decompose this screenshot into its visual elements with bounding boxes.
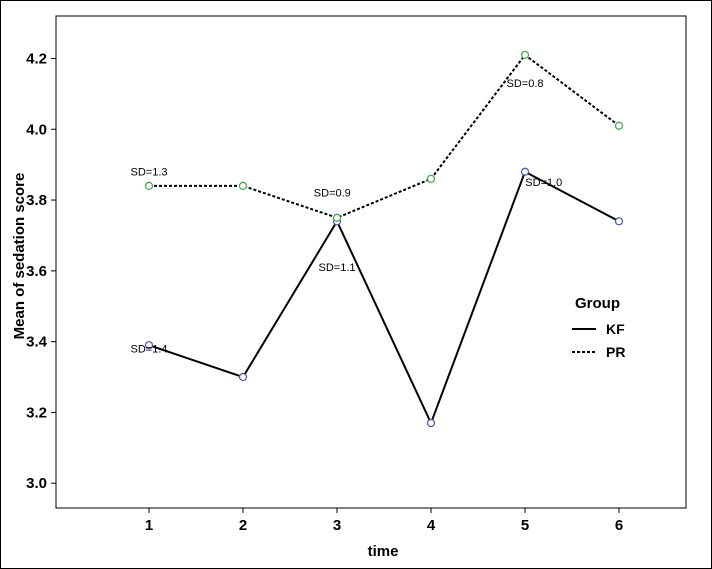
data-point-kf [144, 341, 154, 350]
data-point-pr [144, 181, 154, 190]
data-point-pr [614, 121, 624, 130]
plot-area [55, 15, 687, 509]
series-line-pr [149, 53, 620, 219]
x-tick-label: 6 [615, 517, 623, 534]
legend: Group KF PR [572, 295, 625, 360]
data-point-pr [426, 174, 436, 183]
x-tick-label: 2 [239, 517, 247, 534]
sd-label: SD=0.9 [314, 188, 351, 200]
x-tick-label: 3 [333, 517, 341, 534]
data-point-pr [520, 50, 530, 60]
y-tick-label: 3.6 [26, 263, 47, 280]
legend-label-kf: KF [606, 321, 625, 337]
data-markers [144, 50, 624, 428]
series-lines [148, 53, 620, 426]
data-point-kf [238, 372, 248, 382]
sd-label: SD=1.3 [131, 166, 168, 178]
y-tick-label: 3.8 [26, 192, 47, 209]
x-axis: 1 2 3 4 5 6 [145, 508, 623, 534]
y-tick-label: 3.2 [26, 404, 47, 421]
x-tick-label: 1 [145, 517, 153, 534]
sd-label: SD=0.8 [507, 78, 544, 90]
y-tick-label: 4.0 [26, 121, 47, 138]
sd-label: SD=1.0 [525, 177, 562, 189]
y-tick-label: 3.0 [26, 475, 47, 492]
y-tick-label: 4.2 [26, 50, 47, 67]
sd-label: SD=1.4 [131, 343, 168, 355]
series-line-kf [148, 170, 620, 426]
data-point-pr [238, 181, 248, 190]
data-point-pr [332, 213, 342, 222]
legend-label-pr: PR [606, 344, 625, 360]
x-tick-label: 4 [427, 517, 436, 534]
sd-label: SD=1.1 [319, 262, 356, 274]
x-axis-title: time [368, 543, 399, 560]
y-axis: 3.0 3.2 3.4 3.6 3.8 4.0 4.2 [26, 50, 56, 492]
x-tick-label: 5 [521, 517, 529, 534]
data-point-kf [520, 167, 530, 176]
sd-annotations: SD=1.3 SD=0.9 SD=1.4 SD=1.1 SD=0.8 SD=1.0 [131, 78, 563, 355]
y-tick-label: 3.4 [26, 334, 48, 351]
data-point-kf [614, 217, 624, 226]
data-point-kf [426, 418, 436, 428]
y-axis-title: Mean of sedation score [11, 173, 28, 340]
legend-title: Group [575, 295, 620, 312]
